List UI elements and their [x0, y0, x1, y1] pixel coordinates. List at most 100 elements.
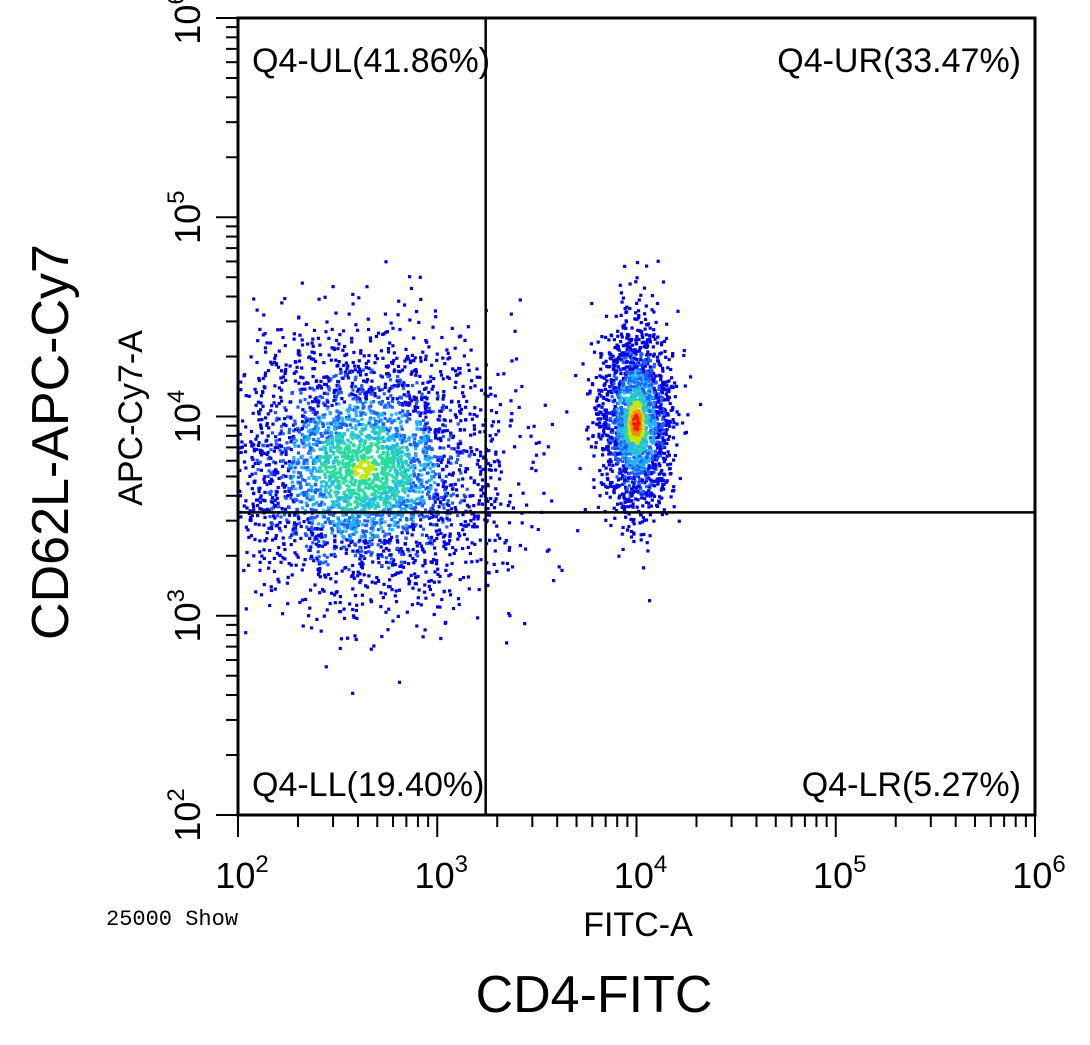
event-dot — [445, 525, 449, 529]
event-dot — [323, 573, 327, 577]
event-dot — [346, 410, 350, 414]
event-dot — [625, 528, 630, 532]
event-dot — [333, 467, 337, 471]
event-dot — [325, 436, 329, 440]
event-dot — [605, 397, 609, 402]
event-dot — [662, 460, 666, 464]
event-dot — [324, 488, 328, 492]
event-dot — [616, 359, 620, 363]
event-dot — [354, 637, 358, 642]
event-dot — [348, 538, 352, 542]
event-dot — [364, 373, 368, 377]
event-dot — [643, 317, 648, 321]
event-dot — [619, 405, 623, 410]
event-dot — [374, 431, 378, 436]
event-dot — [294, 439, 299, 443]
event-dot — [645, 341, 649, 345]
event-dot — [644, 500, 649, 504]
event-dot — [441, 404, 445, 408]
event-dot — [431, 464, 435, 468]
event-dot — [423, 445, 427, 449]
event-dot — [310, 521, 314, 525]
event-dot — [350, 471, 354, 475]
event-dot — [363, 535, 367, 539]
event-dot — [310, 446, 314, 451]
event-dot — [292, 524, 296, 528]
event-dot — [475, 559, 479, 563]
event-dot — [336, 516, 340, 520]
event-dot — [392, 475, 396, 479]
event-dot — [339, 473, 343, 477]
event-dot — [652, 411, 656, 415]
event-dot — [369, 598, 373, 602]
event-dot — [339, 546, 343, 551]
event-dot — [326, 563, 330, 567]
event-dot — [639, 486, 643, 490]
event-dot — [629, 338, 633, 343]
event-dot — [338, 483, 342, 487]
event-dot — [311, 374, 315, 379]
event-dot — [501, 561, 505, 565]
event-dot — [366, 519, 370, 523]
event-dot — [666, 450, 670, 454]
event-dot — [360, 428, 364, 432]
event-dot — [506, 568, 510, 572]
event-dot — [390, 449, 394, 453]
event-dot — [459, 407, 464, 411]
event-dot — [250, 487, 254, 491]
event-dot — [613, 363, 617, 367]
event-dot — [283, 370, 288, 374]
event-dot — [329, 512, 333, 516]
event-dot — [489, 463, 493, 468]
event-dot — [336, 491, 340, 495]
event-dot — [645, 338, 649, 342]
event-dot — [648, 377, 652, 381]
event-dot — [360, 455, 364, 459]
event-dot — [401, 489, 405, 493]
event-dot — [591, 383, 595, 387]
event-dot — [289, 466, 293, 470]
event-dot — [281, 335, 285, 340]
event-dot — [625, 440, 629, 444]
event-dot — [436, 533, 440, 537]
event-dot — [387, 548, 391, 552]
event-dot — [612, 359, 616, 364]
event-dot — [328, 455, 332, 459]
event-dot — [589, 342, 593, 346]
event-dot — [347, 568, 351, 572]
event-dot — [313, 426, 317, 430]
event-dot — [654, 405, 658, 409]
event-dot — [667, 387, 671, 391]
event-dot — [244, 425, 248, 429]
event-dot — [313, 583, 317, 587]
event-dot — [386, 464, 390, 468]
event-dot — [643, 481, 647, 485]
event-dot — [647, 394, 651, 398]
event-dot — [380, 456, 384, 460]
event-dot — [387, 460, 391, 465]
event-dot — [386, 447, 390, 451]
event-dot — [385, 428, 389, 432]
event-dot — [302, 466, 306, 470]
event-dot — [353, 396, 357, 400]
event-dot — [430, 470, 434, 474]
event-dot — [338, 595, 342, 599]
event-dot — [362, 379, 366, 383]
event-dot — [411, 433, 415, 437]
event-dot — [337, 360, 341, 364]
event-dot — [279, 328, 283, 332]
event-dot — [272, 394, 276, 398]
event-dot — [649, 429, 653, 433]
event-dot — [409, 478, 413, 482]
event-dot — [251, 502, 255, 506]
event-dot — [602, 482, 606, 486]
event-dot — [401, 478, 405, 482]
event-dot — [244, 631, 248, 635]
event-dot — [404, 357, 408, 361]
event-dot — [293, 466, 297, 470]
event-dot — [268, 561, 272, 565]
event-dot — [403, 400, 407, 404]
event-dot — [347, 522, 351, 526]
event-dot — [431, 462, 435, 466]
event-dot — [506, 504, 510, 508]
